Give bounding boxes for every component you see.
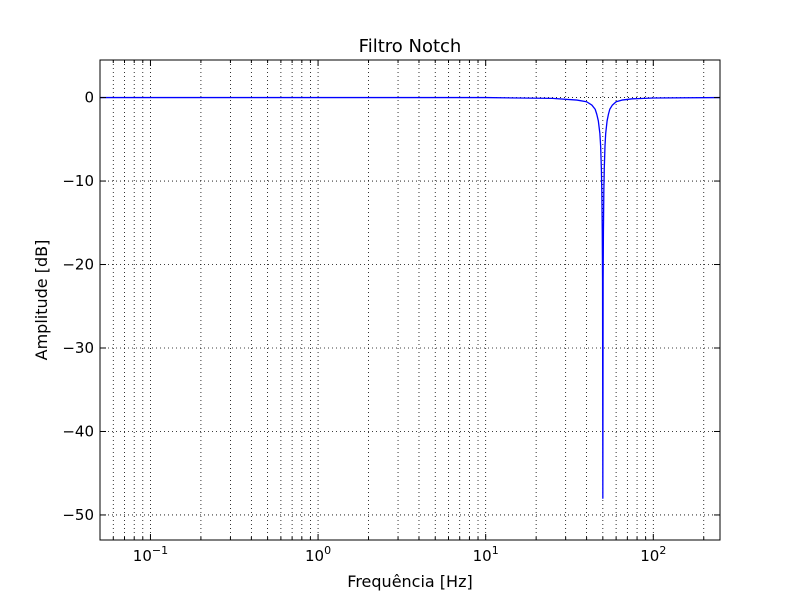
series-line [100, 96, 721, 499]
plot-area [100, 60, 720, 540]
tick-marks [99, 60, 720, 540]
y-tick-label: −50 [62, 506, 94, 524]
chart-title: Filtro Notch [359, 36, 462, 57]
y-tick-labels: 0 −10 −20 −30 −40 −50 [62, 89, 94, 524]
y-tick-label: −40 [62, 422, 94, 440]
x-tick-label: 101 [473, 544, 499, 565]
x-tick-labels: 10−1 100 101 102 [133, 544, 667, 565]
x-axis-label: Frequência [Hz] [347, 572, 472, 591]
x-tick-label: 100 [305, 544, 331, 565]
grid-lines [99, 60, 720, 540]
y-tick-label: −30 [62, 339, 94, 357]
x-tick-label: 102 [640, 544, 666, 565]
series-layer [100, 96, 721, 499]
y-tick-label: −10 [62, 172, 94, 190]
x-tick-label: 10−1 [133, 544, 168, 565]
y-tick-label: 0 [84, 89, 94, 107]
y-axis-label: Amplitude [dB] [32, 240, 51, 361]
y-tick-label: −20 [62, 256, 94, 274]
plot-frame [99, 59, 721, 541]
